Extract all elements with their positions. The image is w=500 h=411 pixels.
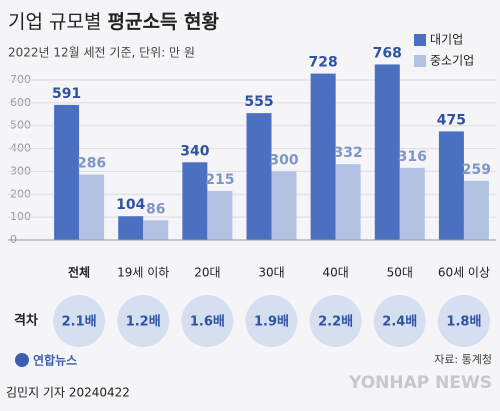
value-label: 215 — [205, 172, 234, 188]
legend-swatch — [414, 55, 426, 67]
x-tick-label: 30대 — [258, 266, 284, 280]
gap-circle — [309, 295, 362, 347]
bar — [310, 73, 336, 240]
value-label: 316 — [398, 149, 427, 165]
x-tick-label: 20대 — [194, 266, 220, 280]
x-tick-label: 40대 — [322, 266, 348, 280]
logo-icon — [15, 353, 29, 367]
value-label: 259 — [462, 162, 491, 178]
legend-label: 대기업 — [430, 33, 463, 47]
bar — [463, 180, 489, 240]
gap-circle — [53, 295, 106, 347]
bar — [54, 104, 80, 241]
bar — [335, 164, 361, 240]
gap-circle — [373, 295, 426, 347]
bar — [271, 171, 297, 240]
x-tick-label: 60세 이상 — [438, 266, 490, 280]
bar — [246, 113, 272, 240]
gap-circle — [245, 295, 298, 347]
watermark: YONHAP NEWS — [348, 373, 492, 393]
gap-value: 1.9배 — [254, 314, 289, 330]
gap-circle — [181, 295, 234, 347]
gap-value: 2.4배 — [382, 314, 417, 330]
source: 자료: 통계청 — [434, 353, 492, 366]
gap-value: 2.2배 — [318, 314, 353, 330]
subtitle: 2022년 12월 세전 기준, 단위: 만 원 — [8, 46, 195, 60]
title-light: 기업 규모별 — [8, 11, 101, 33]
gap-value: 1.8배 — [446, 314, 481, 330]
value-label: 555 — [244, 94, 273, 110]
gap-value: 2.1배 — [62, 314, 97, 330]
bar — [207, 190, 233, 240]
chart-title: 기업 규모별 평균소득 현황 — [8, 10, 220, 33]
value-label: 591 — [52, 86, 81, 102]
gap-circle — [437, 295, 490, 347]
value-label: 286 — [77, 156, 106, 172]
gap-label: 격차 — [14, 313, 38, 329]
value-label: 728 — [309, 55, 338, 71]
value-label: 332 — [334, 145, 363, 161]
gap-value: 1.6배 — [190, 314, 225, 330]
byline: 김민지 기자 20240422 — [6, 386, 130, 400]
x-tick-label: 19세 이하 — [117, 266, 169, 280]
value-label: 768 — [373, 45, 402, 61]
legend-label: 중소기업 — [430, 54, 474, 68]
x-tick-label: 50대 — [387, 266, 413, 280]
bar — [182, 162, 208, 240]
value-label: 300 — [269, 152, 298, 168]
value-label: 475 — [437, 112, 466, 128]
bar — [374, 64, 400, 240]
x-tick-label: 전체 — [68, 265, 90, 280]
gap-circle — [117, 295, 170, 347]
legend-swatch — [414, 34, 426, 46]
gap-value: 1.2배 — [126, 314, 161, 330]
bar — [399, 167, 425, 240]
bar — [143, 220, 169, 240]
bar — [118, 216, 144, 240]
logo: 연합뉴스 — [33, 353, 77, 368]
bar — [79, 174, 105, 240]
value-label: 340 — [180, 143, 209, 159]
bar — [438, 131, 464, 240]
title-bold: 평균소득 현황 — [108, 10, 220, 33]
value-label: 86 — [146, 201, 165, 217]
value-label: 104 — [116, 197, 145, 213]
